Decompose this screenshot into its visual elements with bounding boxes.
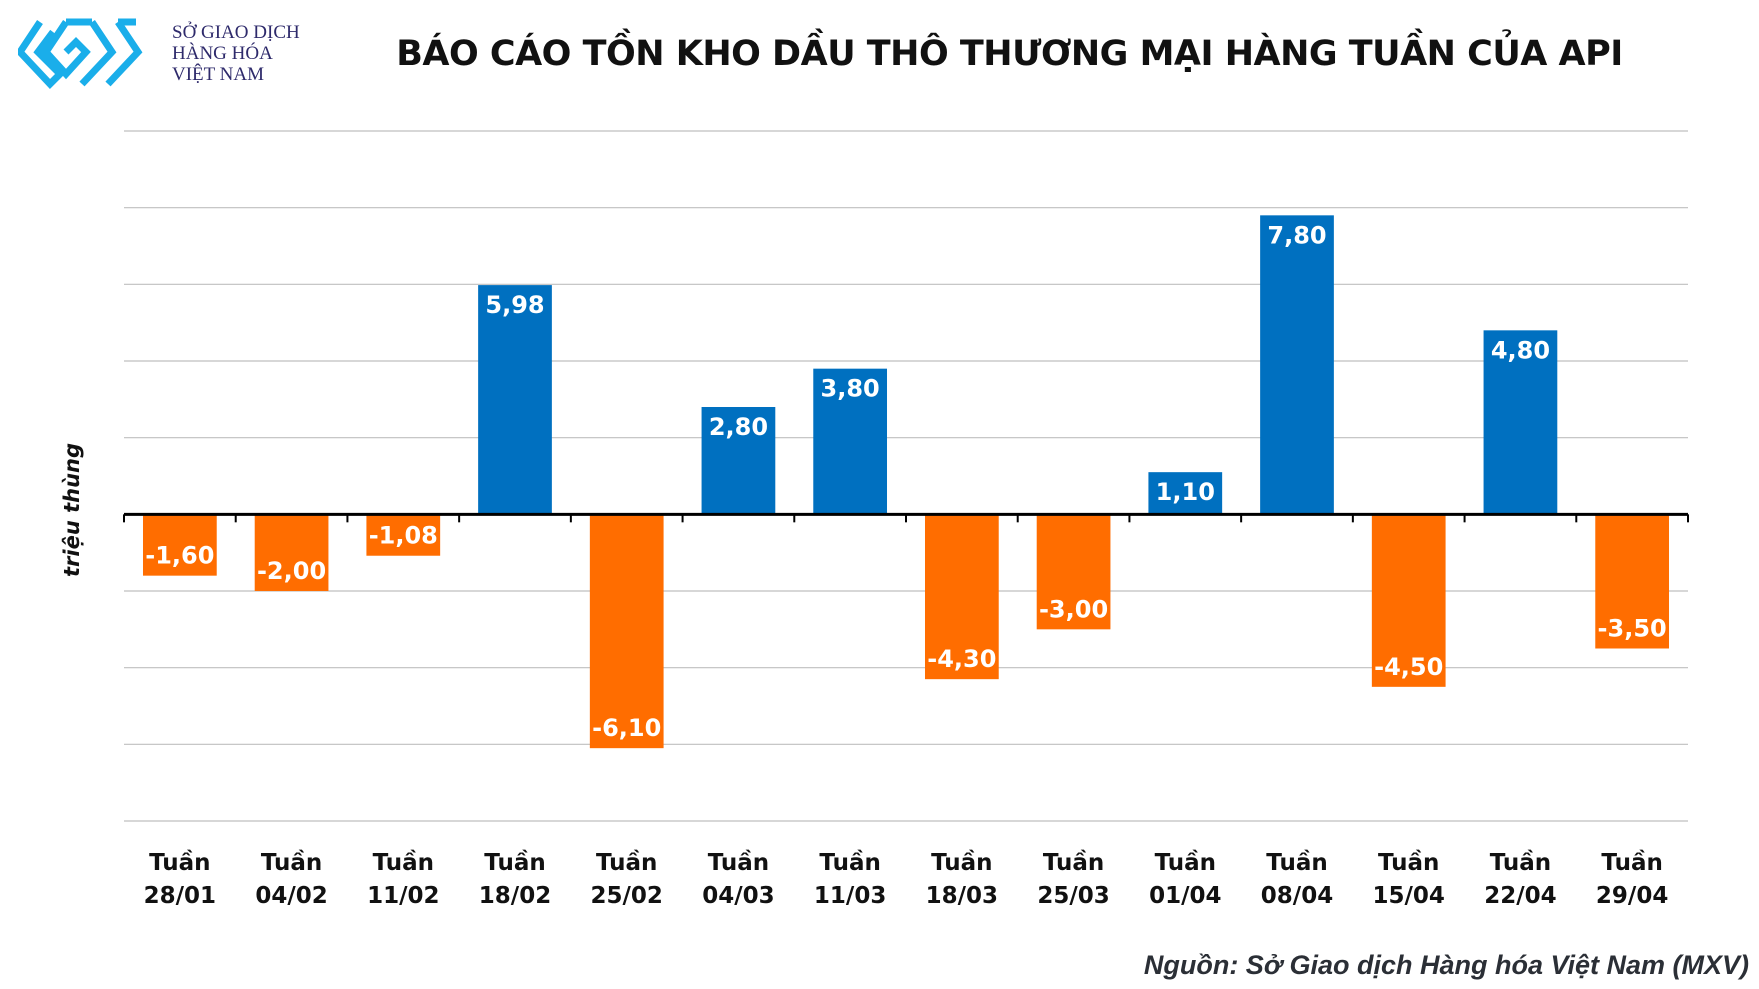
- data-label: -1,08: [369, 522, 438, 550]
- bar: [813, 368, 888, 515]
- x-tick-label: Tuần: [1266, 849, 1327, 876]
- x-tick-label: 11/02: [367, 883, 439, 909]
- bar: [254, 514, 329, 591]
- bar: [366, 514, 441, 556]
- bar: [589, 514, 664, 749]
- bar: [1260, 215, 1334, 515]
- x-tick-label: 22/04: [1484, 883, 1556, 909]
- chart-title: BÁO CÁO TỒN KHO DẦU THÔ THƯƠNG MẠI HÀNG …: [396, 34, 1623, 74]
- data-label: -3,00: [1039, 595, 1108, 623]
- data-label: -2,00: [257, 557, 326, 585]
- x-tick-label: 28/01: [144, 883, 216, 909]
- data-label: 2,80: [709, 413, 768, 441]
- bar: [1483, 330, 1558, 515]
- mxv-logo: [18, 18, 143, 90]
- x-tick-label: 11/03: [814, 883, 886, 909]
- x-tick-label: 01/04: [1149, 883, 1221, 909]
- x-tick-label: Tuần: [1490, 849, 1551, 876]
- bar: [478, 285, 552, 515]
- data-label: -1,60: [145, 542, 214, 570]
- data-label: 1,10: [1156, 478, 1215, 506]
- bar: [1595, 514, 1670, 649]
- x-tick-label: 18/03: [926, 883, 998, 909]
- x-tick-label: Tuần: [931, 849, 992, 876]
- logo-text: SỞ GIAO DỊCH HÀNG HÓA VIỆT NAM: [172, 22, 300, 85]
- x-tick-label: Tuần: [1043, 849, 1104, 876]
- x-tick-label: Tuần: [1378, 849, 1439, 876]
- x-tick-label: Tuần: [596, 849, 657, 876]
- bar: [701, 407, 776, 515]
- x-tick-label: Tuần: [819, 849, 880, 876]
- x-tick-label: 15/04: [1373, 883, 1445, 909]
- data-label: 3,80: [821, 375, 880, 403]
- x-tick-label: Tuần: [484, 849, 545, 876]
- x-tick-label: 08/04: [1261, 883, 1333, 909]
- x-tick-label: 29/04: [1596, 883, 1668, 909]
- data-label: -6,10: [592, 714, 661, 742]
- data-label: 5,98: [485, 291, 544, 319]
- x-tick-label: Tuần: [373, 849, 434, 876]
- x-tick-label: 04/03: [702, 883, 774, 909]
- x-tick-label: 18/02: [479, 883, 551, 909]
- x-tick-label: Tuần: [708, 849, 769, 876]
- x-tick-label: 25/03: [1037, 883, 1109, 909]
- data-label: -3,50: [1598, 615, 1667, 643]
- x-tick-label: 25/02: [591, 883, 663, 909]
- bar: [924, 514, 999, 680]
- bar: [142, 514, 217, 576]
- x-tick-label: Tuần: [149, 849, 210, 876]
- data-label: 4,80: [1491, 336, 1550, 364]
- x-tick-label: 04/02: [255, 883, 327, 909]
- bar: [1148, 472, 1223, 515]
- x-tick-label: Tuần: [261, 849, 322, 876]
- bar: [1371, 514, 1446, 687]
- data-label: 7,80: [1267, 221, 1326, 249]
- data-label: -4,30: [927, 645, 996, 673]
- source-note: Nguồn: Sở Giao dịch Hàng hóa Việt Nam (M…: [1143, 950, 1749, 980]
- data-label: -4,50: [1374, 653, 1443, 681]
- x-tick-label: Tuần: [1601, 849, 1662, 876]
- x-tick-label: Tuần: [1155, 849, 1216, 876]
- bar: [1036, 514, 1111, 630]
